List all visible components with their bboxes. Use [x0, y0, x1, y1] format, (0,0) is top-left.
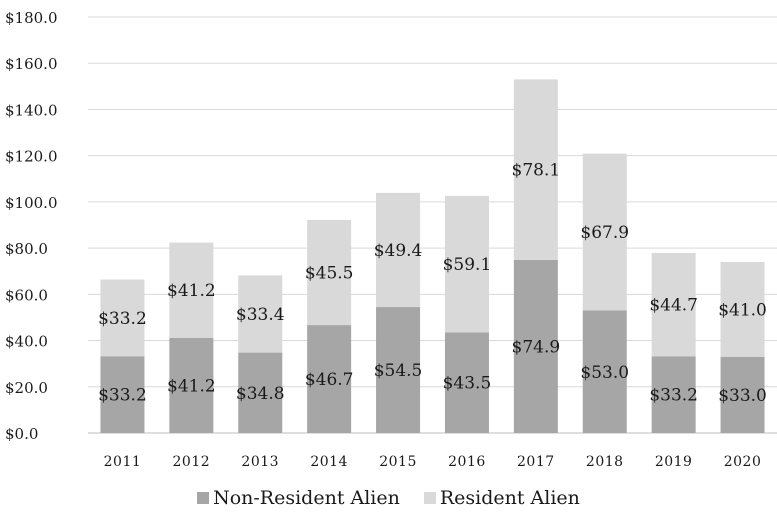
bars: [100, 79, 765, 433]
bar-resident-alien-2015: [376, 192, 421, 308]
legend-item-resident-alien: Resident Alien: [423, 487, 580, 509]
legend: Non-Resident Alien Resident Alien: [0, 487, 777, 509]
x-tick-label-2020: 2020: [724, 454, 762, 470]
bar-non-resident-alien-2014: [307, 325, 352, 433]
y-tick-label: $140.0: [5, 101, 58, 119]
legend-label-non-resident-alien: Non-Resident Alien: [213, 487, 400, 509]
data-label-non-resident-alien-2014: $46.7: [305, 370, 354, 390]
bar-non-resident-alien-2016: [444, 332, 489, 433]
bar-resident-alien-2012: [169, 242, 214, 338]
bar-non-resident-alien-2012: [169, 337, 214, 433]
data-label-non-resident-alien-2012: $41.2: [167, 376, 216, 396]
y-tick-label: $100.0: [5, 194, 58, 212]
bar-resident-alien-2013: [238, 275, 283, 353]
x-tick-label-2014: 2014: [310, 454, 348, 470]
data-labels: $33.2 $33.2 $41.2 $41.2 $34.8 $33.4 $46.7 $45.5…: [98, 161, 767, 406]
x-tick-label-2016: 2016: [448, 454, 486, 470]
legend-swatch-non-resident-alien: [197, 492, 210, 504]
y-tick-label: $40.0: [5, 333, 48, 351]
stacked-bar-chart: $0.0 $20.0 $40.0 $60.0 $80.0 $100.0 $120.0 $140…: [5, 9, 777, 470]
data-label-non-resident-alien-2015: $54.5: [374, 361, 423, 381]
x-tick-label-2018: 2018: [586, 454, 624, 470]
x-axis-tick-labels: 2011 2012 2013 2014 2015 2016 2017 2018 2019 2020: [104, 454, 762, 470]
bar-non-resident-alien-2017: [513, 259, 558, 433]
data-label-non-resident-alien-2013: $34.8: [236, 384, 285, 404]
bar-non-resident-alien-2018: [582, 310, 627, 433]
bar-non-resident-alien-2019: [651, 356, 696, 433]
data-label-non-resident-alien-2018: $53.0: [580, 363, 629, 383]
y-tick-label: $20.0: [5, 379, 48, 397]
data-label-resident-alien-2013: $33.4: [236, 305, 285, 325]
y-tick-label: $120.0: [5, 148, 58, 166]
data-label-non-resident-alien-2019: $33.2: [649, 386, 698, 406]
data-label-resident-alien-2011: $33.2: [98, 309, 147, 329]
data-label-resident-alien-2015: $49.4: [374, 241, 423, 261]
bar-non-resident-alien-2011: [100, 356, 145, 433]
y-axis-tick-labels: $0.0 $20.0 $40.0 $60.0 $80.0 $100.0 $120.0 $140…: [5, 9, 58, 443]
bar-resident-alien-2017: [513, 79, 558, 260]
x-tick-label-2019: 2019: [655, 454, 693, 470]
data-label-non-resident-alien-2016: $43.5: [443, 374, 492, 394]
y-tick-label: $180.0: [5, 9, 58, 27]
data-label-resident-alien-2018: $67.9: [580, 223, 629, 243]
data-label-resident-alien-2020: $41.0: [718, 300, 767, 320]
x-tick-label-2011: 2011: [104, 454, 142, 470]
data-label-resident-alien-2017: $78.1: [512, 161, 561, 181]
data-label-resident-alien-2019: $44.7: [649, 296, 698, 316]
bar-non-resident-alien-2013: [238, 352, 283, 433]
bar-resident-alien-2011: [100, 279, 145, 357]
bar-resident-alien-2018: [582, 153, 627, 311]
bar-resident-alien-2020: [720, 261, 765, 357]
legend-swatch-resident-alien: [423, 492, 436, 504]
y-tick-label: $80.0: [5, 240, 48, 258]
x-tick-label-2013: 2013: [241, 454, 279, 470]
data-label-resident-alien-2016: $59.1: [443, 255, 492, 275]
legend-item-non-resident-alien: Non-Resident Alien: [197, 487, 400, 509]
data-label-non-resident-alien-2011: $33.2: [98, 386, 147, 406]
x-tick-label-2015: 2015: [379, 454, 417, 470]
data-label-non-resident-alien-2020: $33.0: [718, 386, 767, 406]
bar-resident-alien-2014: [307, 219, 352, 326]
bar-non-resident-alien-2020: [720, 356, 765, 433]
data-label-non-resident-alien-2017: $74.9: [512, 337, 561, 357]
y-tick-label: $160.0: [5, 55, 58, 73]
y-tick-label: $0.0: [5, 425, 38, 443]
x-tick-label-2012: 2012: [173, 454, 211, 470]
bar-resident-alien-2019: [651, 252, 696, 357]
x-tick-label-2017: 2017: [517, 454, 555, 470]
bar-non-resident-alien-2015: [376, 307, 421, 433]
y-tick-label: $60.0: [5, 286, 48, 304]
data-label-resident-alien-2014: $45.5: [305, 263, 354, 283]
bar-resident-alien-2016: [444, 195, 489, 333]
legend-label-resident-alien: Resident Alien: [439, 487, 580, 509]
data-label-resident-alien-2012: $41.2: [167, 281, 216, 301]
